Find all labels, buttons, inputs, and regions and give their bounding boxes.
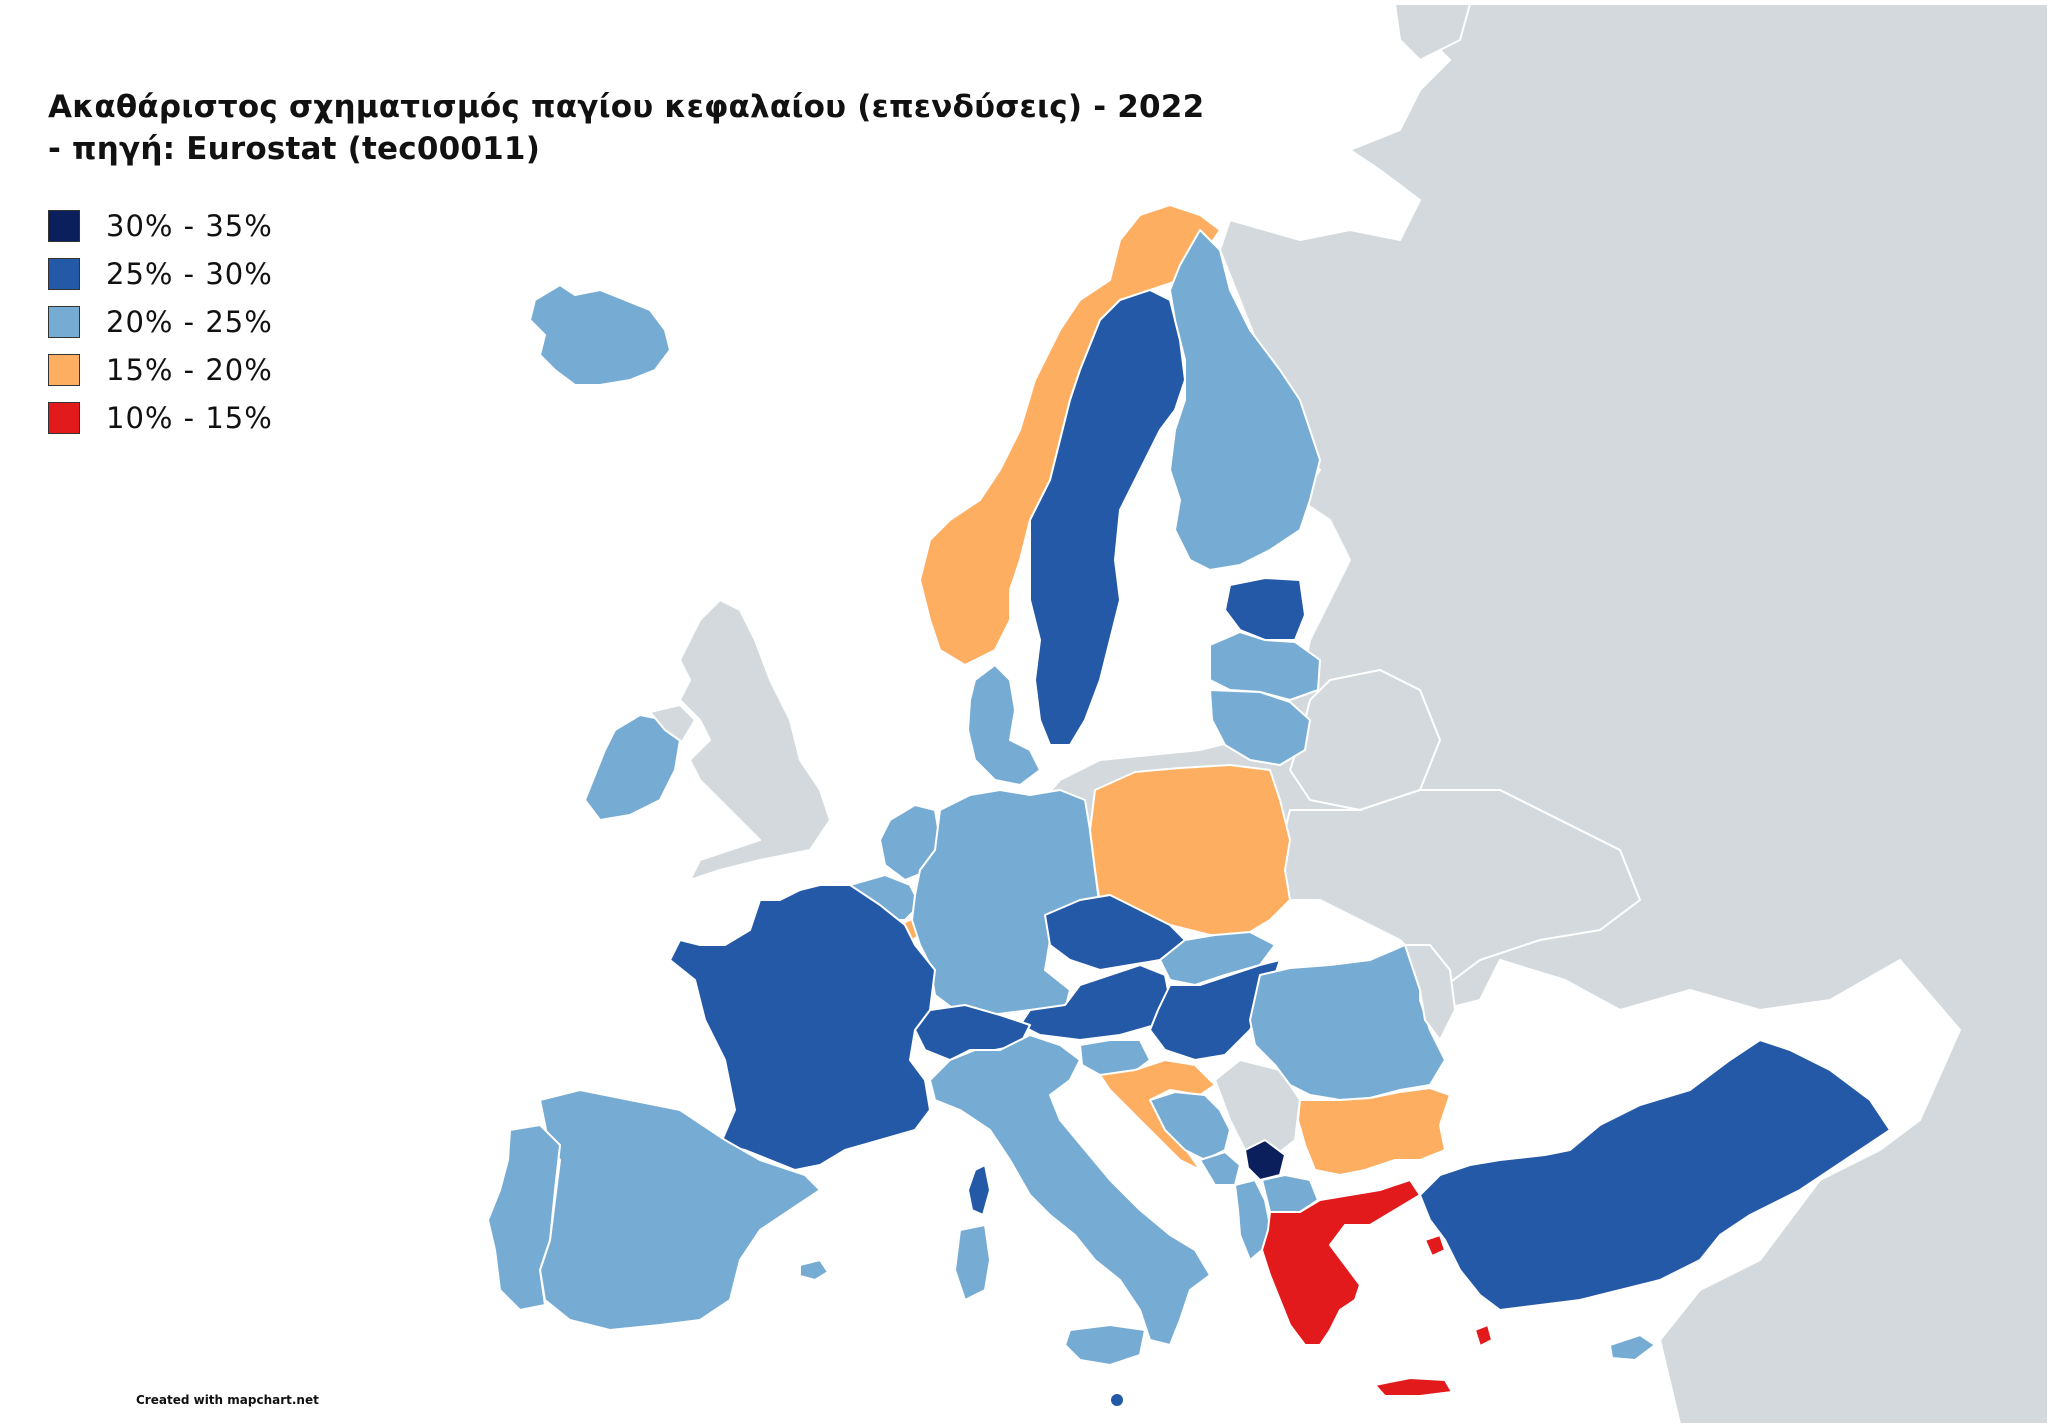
legend-label-30-35: 30% - 35% xyxy=(106,209,273,243)
island-sardinia xyxy=(954,1224,991,1301)
region-no-data-north-sea-coast xyxy=(1394,3,1471,61)
legend-item-20-25: 20% - 25% xyxy=(48,298,273,346)
country-france xyxy=(669,884,936,1171)
island-corsica xyxy=(967,1164,991,1216)
island-sicily xyxy=(1064,1324,1146,1366)
legend-swatch-25-30 xyxy=(48,258,80,290)
island-crete xyxy=(1374,1377,1453,1397)
country-bosnia xyxy=(1149,1091,1231,1161)
island-lesbos xyxy=(1424,1234,1446,1257)
country-iceland xyxy=(529,284,671,386)
island-mallorca xyxy=(799,1259,829,1281)
country-italy xyxy=(929,1034,1211,1346)
legend-swatch-15-20 xyxy=(48,354,80,386)
country-germany xyxy=(911,789,1101,1016)
credit-text: Created with mapchart.net xyxy=(136,1393,319,1407)
legend-swatch-10-15 xyxy=(48,402,80,434)
legend-label-10-15: 10% - 15% xyxy=(106,401,273,435)
country-portugal xyxy=(487,1124,561,1311)
country-sweden xyxy=(1029,289,1186,746)
island-rhodes xyxy=(1474,1324,1493,1347)
country-latvia xyxy=(1209,631,1321,701)
legend-label-25-30: 25% - 30% xyxy=(106,257,273,291)
legend-swatch-20-25 xyxy=(48,306,80,338)
legend-label-15-20: 15% - 20% xyxy=(106,353,273,387)
map-title-line-2: - πηγή: Eurostat (tec00011) xyxy=(48,131,541,167)
country-finland xyxy=(1169,229,1321,571)
country-hungary xyxy=(1149,959,1281,1061)
map-title: Ακαθάριστος σχηματισμός παγίου κεφαλαίου… xyxy=(48,86,1298,170)
legend-item-10-15: 10% - 15% xyxy=(48,394,273,442)
country-lithuania xyxy=(1209,689,1311,766)
country-cyprus xyxy=(1609,1334,1656,1361)
country-montenegro xyxy=(1199,1151,1241,1186)
country-romania xyxy=(1249,944,1446,1101)
country-turkey xyxy=(1419,1039,1891,1311)
legend-item-25-30: 25% - 30% xyxy=(48,250,273,298)
legend-label-20-25: 20% - 25% xyxy=(106,305,273,339)
map-title-line-1: Ακαθάριστος σχηματισμός παγίου κεφαλαίου… xyxy=(48,89,1205,125)
country-greece xyxy=(1261,1179,1421,1346)
legend-item-15-20: 15% - 20% xyxy=(48,346,273,394)
country-northern-ireland xyxy=(649,704,696,743)
legend-item-30-35: 30% - 35% xyxy=(48,202,273,250)
country-serbia xyxy=(1214,1059,1301,1161)
legend: 30% - 35% 25% - 30% 20% - 25% 15% - 20% … xyxy=(48,202,273,442)
country-malta xyxy=(1109,1392,1125,1408)
country-denmark xyxy=(967,664,1041,786)
country-bulgaria xyxy=(1297,1087,1451,1176)
country-slovakia xyxy=(1159,931,1276,986)
country-united-kingdom xyxy=(679,599,831,881)
country-estonia xyxy=(1224,577,1306,641)
country-kosovo xyxy=(1244,1139,1286,1181)
legend-swatch-30-35 xyxy=(48,210,80,242)
country-moldova xyxy=(1404,944,1456,1041)
